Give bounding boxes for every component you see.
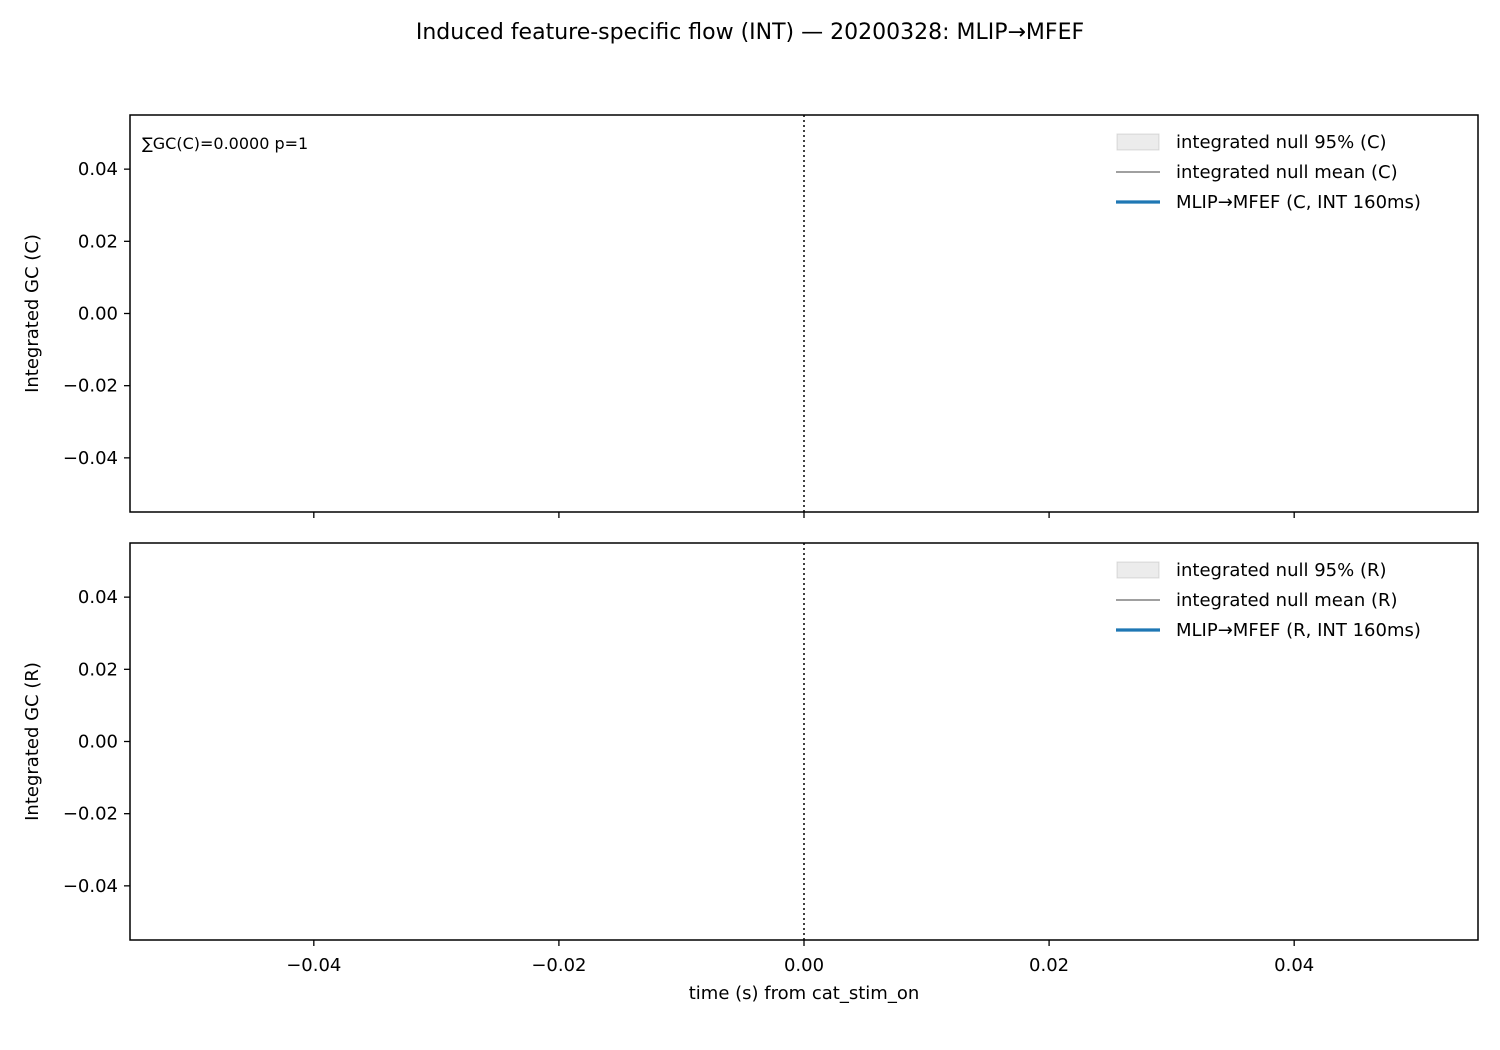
legend-label: MLIP→MFEF (R, INT 160ms): [1176, 620, 1421, 641]
y-tick-label: −0.04: [63, 448, 118, 469]
legend-label: MLIP→MFEF (C, INT 160ms): [1176, 192, 1421, 213]
x-tick-label: −0.04: [286, 955, 341, 976]
y-tick-label: 0.04: [78, 159, 118, 180]
legend: integrated null 95% (C) integrated null m…: [1116, 132, 1421, 213]
legend-label: integrated null mean (R): [1176, 590, 1398, 611]
panel-c: 0.04 0.02 0.00 −0.02 −0.04 Integrated GC (C) ∑…: [22, 114, 1479, 518]
y-tick-label: 0.04: [78, 587, 118, 608]
legend: integrated null 95% (R) integrated null m…: [1116, 560, 1421, 641]
legend-label: integrated null 95% (R): [1176, 560, 1387, 581]
y-tick-label: 0.02: [78, 659, 118, 680]
x-tick-label: −0.02: [531, 955, 586, 976]
y-tick-label: −0.04: [63, 876, 118, 897]
x-tick-label: 0.00: [784, 955, 824, 976]
legend-label: integrated null 95% (C): [1176, 132, 1387, 153]
x-axis-label: time (s) from cat_stim_on: [689, 983, 920, 1004]
y-tick-label: 0.02: [78, 231, 118, 252]
x-tick-label: 0.04: [1274, 955, 1314, 976]
y-axis-label: Integrated GC (R): [22, 662, 43, 821]
y-tick-label: 0.00: [78, 304, 118, 325]
stats-annotation: ∑GC(C)=0.0000 p=1: [142, 134, 308, 153]
y-tick-label: 0.00: [78, 732, 118, 753]
legend-swatch-band: [1116, 561, 1160, 579]
x-tick-label: 0.02: [1029, 955, 1069, 976]
y-tick-label: −0.02: [63, 804, 118, 825]
y-axis-label: Integrated GC (C): [22, 234, 43, 393]
figure-title: Induced feature-specific flow (INT) — 20…: [416, 20, 1084, 45]
legend-swatch-band: [1116, 133, 1160, 151]
panel-r: 0.04 0.02 0.00 −0.02 −0.04 −0.04 −0.02 0.00 0.02…: [22, 542, 1479, 1004]
y-tick-label: −0.02: [63, 376, 118, 397]
legend-label: integrated null mean (C): [1176, 162, 1398, 183]
